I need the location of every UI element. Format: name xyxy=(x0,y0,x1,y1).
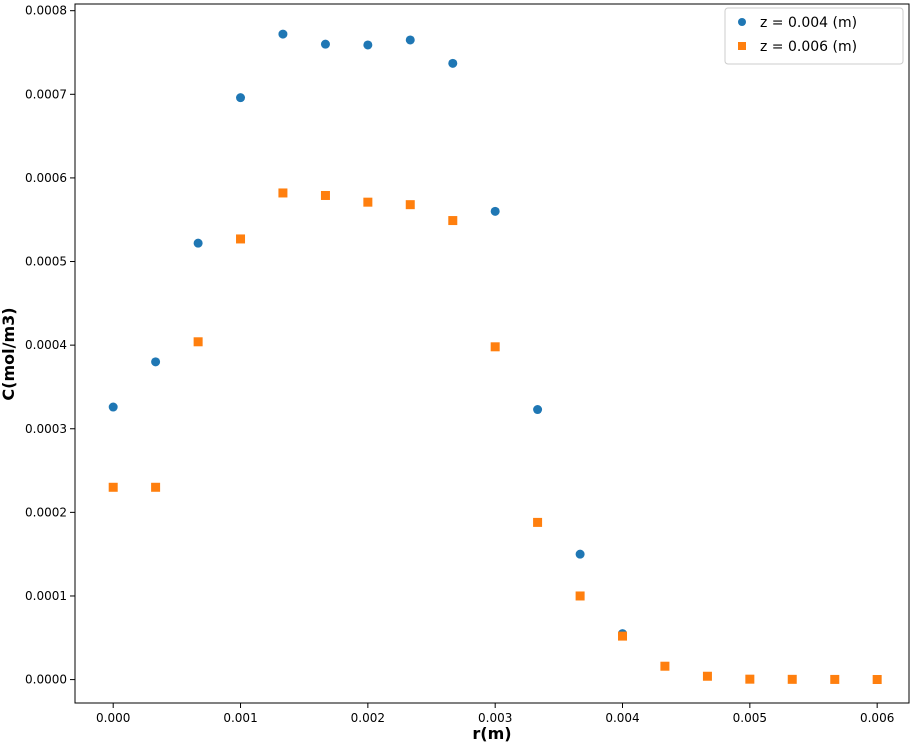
data-point-series-2 xyxy=(320,190,330,200)
y-tick-label: 0.0005 xyxy=(25,255,67,269)
data-point-series-1 xyxy=(151,357,161,367)
data-point-series-2 xyxy=(278,188,288,198)
y-tick-label: 0.0002 xyxy=(25,505,67,519)
data-point-series-2 xyxy=(490,342,500,352)
x-axis: 0.000 0.001 0.002 0.003 0.004 0.005 0.006 xyxy=(96,703,894,725)
x-tick-label: 0.005 xyxy=(733,711,767,725)
y-tick-label: 0.0003 xyxy=(25,422,67,436)
x-tick-label: 0.001 xyxy=(223,711,257,725)
y-tick-label: 0.0001 xyxy=(25,589,67,603)
data-points xyxy=(108,29,882,685)
legend-label-series-2: z = 0.006 (m) xyxy=(760,39,857,55)
data-point-series-1 xyxy=(236,93,246,103)
data-point-series-2 xyxy=(405,200,415,210)
data-point-series-2 xyxy=(151,482,161,492)
x-tick-label: 0.004 xyxy=(605,711,639,725)
data-point-series-2 xyxy=(745,674,755,684)
plot-area xyxy=(74,3,910,704)
data-point-series-2 xyxy=(236,234,246,244)
data-point-series-2 xyxy=(618,631,628,641)
x-tick-label: 0.002 xyxy=(351,711,385,725)
data-point-series-1 xyxy=(448,58,458,68)
data-point-series-1 xyxy=(320,39,330,49)
x-axis-title: r(m) xyxy=(472,724,511,743)
legend-marker-circle xyxy=(738,18,746,26)
data-point-series-1 xyxy=(108,402,118,412)
data-point-series-1 xyxy=(193,238,203,248)
data-point-series-2 xyxy=(575,591,585,601)
data-point-series-2 xyxy=(660,661,670,671)
y-tick-label: 0.0000 xyxy=(25,673,67,687)
data-point-series-2 xyxy=(533,517,543,527)
data-point-series-2 xyxy=(108,482,118,492)
data-point-series-2 xyxy=(872,675,882,685)
data-point-series-1 xyxy=(575,549,585,559)
data-point-series-1 xyxy=(405,35,415,45)
data-point-series-1 xyxy=(533,405,543,415)
legend: z = 0.004 (m) z = 0.006 (m) xyxy=(724,7,904,65)
legend-label-series-1: z = 0.004 (m) xyxy=(760,15,857,31)
y-axis-title: C(mol/m3) xyxy=(0,307,18,400)
data-point-series-2 xyxy=(363,197,373,207)
data-point-series-2 xyxy=(702,671,712,681)
data-point-series-2 xyxy=(193,337,203,347)
legend-marker-square xyxy=(738,42,746,50)
data-point-series-1 xyxy=(363,40,373,50)
y-tick-label: 0.0006 xyxy=(25,171,67,185)
x-tick-label: 0.003 xyxy=(478,711,512,725)
legend-box xyxy=(724,7,904,65)
x-tick-label: 0.000 xyxy=(96,711,130,725)
data-point-series-2 xyxy=(448,216,458,226)
data-point-series-2 xyxy=(830,674,840,684)
y-tick-label: 0.0004 xyxy=(25,338,67,352)
y-axis: 0.0000 0.0001 0.0002 0.0003 0.0004 0.0005 0.00… xyxy=(25,4,75,687)
data-point-series-2 xyxy=(787,674,797,684)
y-tick-label: 0.0008 xyxy=(25,4,67,18)
data-point-series-1 xyxy=(490,206,500,216)
x-tick-label: 0.006 xyxy=(860,711,894,725)
data-point-series-1 xyxy=(278,29,288,39)
y-tick-label: 0.0007 xyxy=(25,87,67,101)
